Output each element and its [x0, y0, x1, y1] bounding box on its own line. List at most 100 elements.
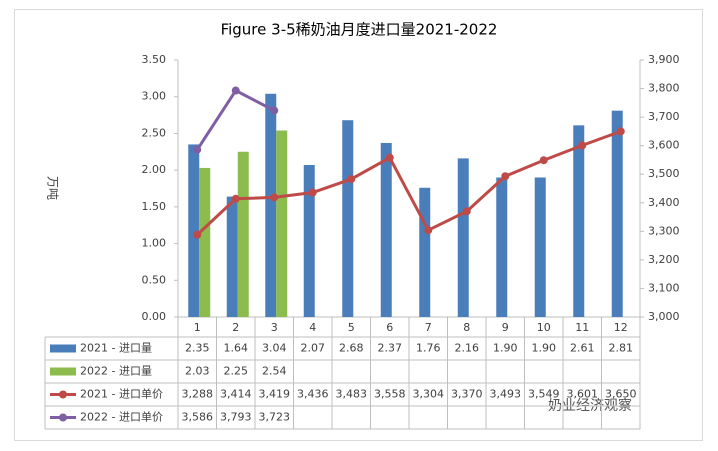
y2-tick-label: 3,300: [648, 224, 680, 237]
y2-tick-label: 3,000: [648, 310, 680, 323]
x-tick-label: 10: [537, 321, 551, 334]
legend-label: 2022 - 进口单价: [80, 411, 163, 424]
x-tick-label: 3: [271, 321, 278, 334]
x-tick-label: 1: [194, 321, 201, 334]
legend-key: [59, 390, 67, 399]
y-tick-label: 3.50: [142, 53, 167, 66]
y2-tick-label: 3,800: [648, 82, 680, 95]
table-cell: 3,723: [259, 411, 291, 424]
x-tick-label: 4: [309, 321, 316, 334]
bar: [342, 120, 354, 317]
line-marker: [270, 193, 279, 202]
table-cell: 3,414: [220, 388, 252, 401]
table-cell: 2.03: [185, 365, 210, 378]
y-tick-label: 3.00: [142, 90, 167, 103]
legend-label: 2021 - 进口量: [80, 342, 152, 355]
y-tick-label: 0.50: [142, 273, 167, 286]
table-cell: 3,558: [374, 388, 406, 401]
y2-tick-label: 3,100: [648, 281, 680, 294]
table-cell: 3,793: [220, 411, 252, 424]
line-marker: [270, 106, 279, 115]
y-tick-label: 1.00: [142, 237, 167, 250]
x-tick-label: 6: [386, 321, 393, 334]
line-marker: [193, 230, 202, 239]
legend-key: [59, 413, 67, 422]
x-tick-label: 11: [575, 321, 589, 334]
legend-key: [50, 344, 76, 353]
table-cell: 1.90: [493, 342, 518, 355]
line-marker: [462, 207, 471, 216]
table-cell: 3,586: [182, 411, 214, 424]
line-marker: [231, 194, 240, 203]
bar: [611, 110, 623, 317]
table-cell: 1.90: [532, 342, 557, 355]
y-tick-label: 1.50: [142, 200, 167, 213]
y2-tick-label: 3,400: [648, 196, 680, 209]
y2-tick-label: 3,700: [648, 110, 680, 123]
bar: [303, 165, 315, 317]
table-cell: 2.61: [570, 342, 595, 355]
bar: [573, 125, 585, 317]
bar: [265, 93, 277, 317]
legend-label: 2021 - 进口单价: [80, 388, 163, 401]
bar: [380, 142, 392, 317]
line-marker: [578, 141, 587, 150]
bar: [199, 167, 211, 317]
table-cell: 2.68: [339, 342, 364, 355]
bar: [419, 187, 431, 317]
table-cell: 1.76: [416, 342, 441, 355]
table-cell: 2.81: [609, 342, 634, 355]
line-marker: [193, 145, 202, 154]
table-cell: 3,304: [413, 388, 445, 401]
chart-title: Figure 3-5稀奶油月度进口量2021-2022: [221, 21, 498, 39]
table-cell: 1.64: [224, 342, 249, 355]
y-tick-label: 0.00: [142, 310, 167, 323]
x-tick-label: 7: [425, 321, 432, 334]
line-marker: [308, 188, 317, 197]
table-cell: 2.54: [262, 365, 287, 378]
line-marker: [424, 226, 433, 235]
legend-label: 2022 - 进口量: [80, 365, 152, 378]
table-cell: 2.35: [185, 342, 210, 355]
table-cell: 3,288: [182, 388, 214, 401]
table-cell: 3,549: [528, 388, 560, 401]
y-axis-label: 万吨: [46, 176, 60, 200]
y2-tick-label: 3,200: [648, 253, 680, 266]
table-cell: 3,601: [567, 388, 599, 401]
line-marker: [539, 156, 548, 165]
table-cell: 3,483: [336, 388, 368, 401]
table-cell: 2.25: [224, 365, 249, 378]
x-tick-label: 8: [463, 321, 470, 334]
bar: [188, 144, 200, 317]
y2-tick-label: 3,600: [648, 139, 680, 152]
table-cell: 3.04: [262, 342, 287, 355]
table-cell: 3,436: [297, 388, 329, 401]
table-cell: 2.16: [455, 342, 480, 355]
y2-tick-label: 3,900: [648, 53, 680, 66]
line-marker: [385, 153, 394, 162]
x-tick-label: 5: [348, 321, 355, 334]
legend-key: [50, 367, 76, 376]
x-tick-label: 2: [232, 321, 239, 334]
bar: [496, 177, 508, 317]
bar: [226, 196, 238, 317]
x-tick-label: 12: [614, 321, 628, 334]
line-marker: [616, 127, 625, 136]
line-marker: [347, 175, 356, 184]
bar: [534, 177, 546, 317]
table-cell: 2.07: [301, 342, 326, 355]
table-cell: 2.37: [378, 342, 403, 355]
y2-tick-label: 3,500: [648, 167, 680, 180]
y-tick-label: 2.00: [142, 163, 167, 176]
x-tick-label: 9: [502, 321, 509, 334]
bar: [457, 158, 469, 317]
chart-border: [14, 9, 703, 441]
y-tick-label: 2.50: [142, 126, 167, 139]
line-marker: [501, 172, 510, 181]
table-cell: 3,370: [451, 388, 483, 401]
line-marker: [231, 86, 240, 95]
table-cell: 3,493: [490, 388, 522, 401]
line-series: [196, 129, 622, 236]
table-cell: 3,650: [605, 388, 637, 401]
